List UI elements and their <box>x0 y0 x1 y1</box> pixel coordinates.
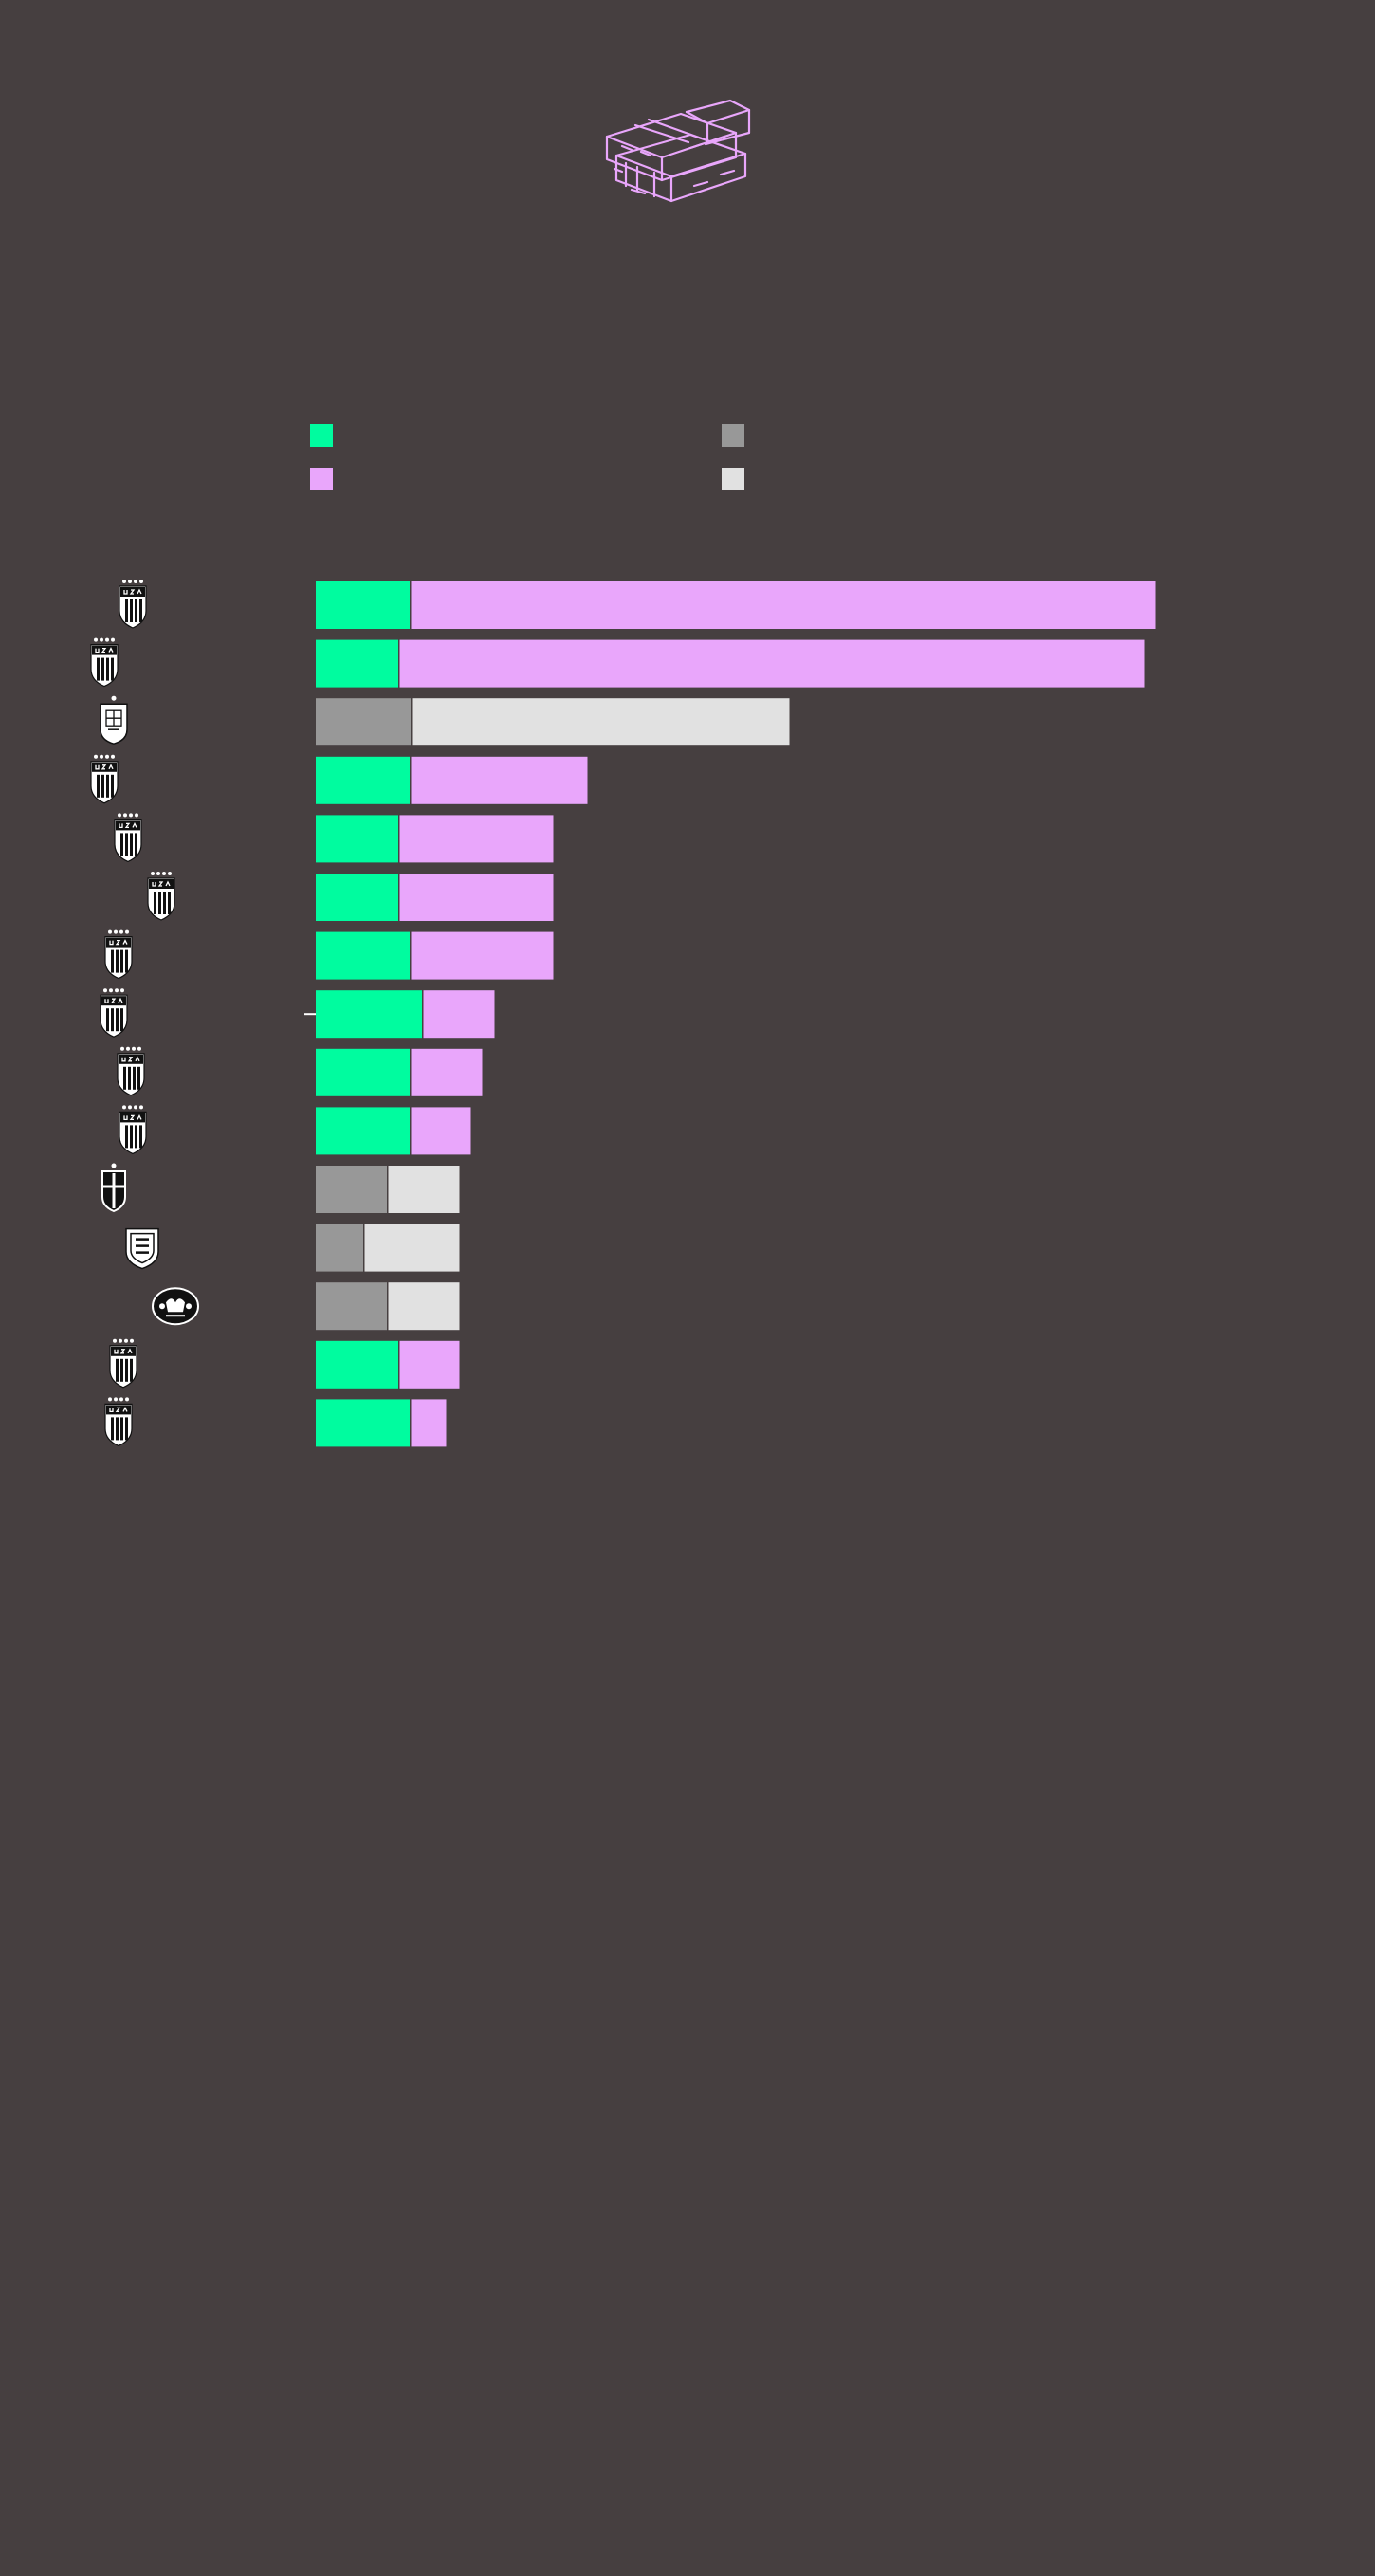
usa-crest-icon <box>117 1046 145 1096</box>
legend-swatch-intl-extra <box>722 468 744 490</box>
bar-divider-12 <box>387 1282 389 1331</box>
bar-segment-base-11 <box>316 1224 363 1272</box>
bar-segment-extra-0 <box>411 581 1156 629</box>
bar-segment-extra-1 <box>399 639 1145 688</box>
bar-divider-0 <box>410 581 412 629</box>
bar-segment-extra-6 <box>411 931 554 980</box>
bar-segment-extra-2 <box>412 698 790 746</box>
usa-crest-icon <box>100 988 128 1038</box>
bar-segment-extra-13 <box>399 1340 460 1389</box>
australia-crest-icon <box>152 1287 199 1326</box>
bar-divider-2 <box>411 698 412 746</box>
bar-segment-extra-12 <box>388 1282 460 1331</box>
usa-crest-icon <box>104 1397 133 1447</box>
usa-crest-icon <box>109 1338 138 1389</box>
bar-segment-base-6 <box>316 931 410 980</box>
bar-segment-base-9 <box>316 1107 410 1155</box>
bar-segment-base-8 <box>316 1048 410 1096</box>
bar-segment-extra-8 <box>411 1048 483 1096</box>
bar-segment-extra-7 <box>423 990 495 1039</box>
bar-segment-base-1 <box>316 639 398 688</box>
usa-crest-icon <box>119 1105 147 1155</box>
bar-divider-9 <box>410 1107 412 1155</box>
bar-segment-base-12 <box>316 1282 387 1331</box>
legend-swatch-intl-base <box>722 424 744 447</box>
bar-divider-3 <box>410 756 412 804</box>
bar-segment-extra-10 <box>388 1166 460 1213</box>
england-crest-icon <box>125 1227 159 1270</box>
usa-crest-icon <box>119 580 147 629</box>
bar-divider-4 <box>398 815 400 863</box>
usa-crest-icon <box>90 637 119 688</box>
stacked-bar-chart <box>90 580 1156 1447</box>
bar-segment-base-5 <box>316 874 398 921</box>
bar-segment-extra-3 <box>411 756 588 804</box>
bar-segment-base-14 <box>316 1399 410 1447</box>
bar-segment-base-3 <box>316 756 410 804</box>
legend-swatch-us-base <box>310 424 333 447</box>
usa-crest-icon <box>90 754 119 804</box>
bar-segment-extra-4 <box>399 815 554 863</box>
spain-crest-icon <box>100 695 128 745</box>
sweden-crest-icon <box>101 1163 126 1213</box>
bar-segment-base-4 <box>316 815 398 863</box>
bar-divider-13 <box>398 1340 400 1389</box>
bar-divider-11 <box>363 1224 365 1272</box>
bar-segment-extra-9 <box>411 1107 471 1155</box>
bar-divider-7 <box>422 990 424 1039</box>
bar-divider-1 <box>398 639 400 688</box>
bar-divider-8 <box>410 1048 412 1096</box>
bar-segment-extra-11 <box>364 1224 460 1272</box>
bar-segment-base-0 <box>316 581 410 629</box>
bar-segment-base-10 <box>316 1166 387 1213</box>
bar-segment-extra-14 <box>411 1399 447 1447</box>
bar-segment-extra-5 <box>399 874 554 921</box>
money-stack-icon <box>605 99 751 203</box>
bar-segment-base-13 <box>316 1340 398 1389</box>
usa-crest-icon <box>114 813 142 863</box>
bar-divider-6 <box>410 931 412 980</box>
bar-segment-base-7 <box>316 990 422 1039</box>
bar-divider-14 <box>410 1399 412 1447</box>
bar-divider-5 <box>398 874 400 921</box>
bar-segment-base-2 <box>316 698 411 746</box>
usa-crest-icon <box>147 872 175 921</box>
legend-swatch-us-extra <box>310 468 333 490</box>
bar-divider-10 <box>387 1166 389 1213</box>
usa-crest-icon <box>104 929 133 980</box>
